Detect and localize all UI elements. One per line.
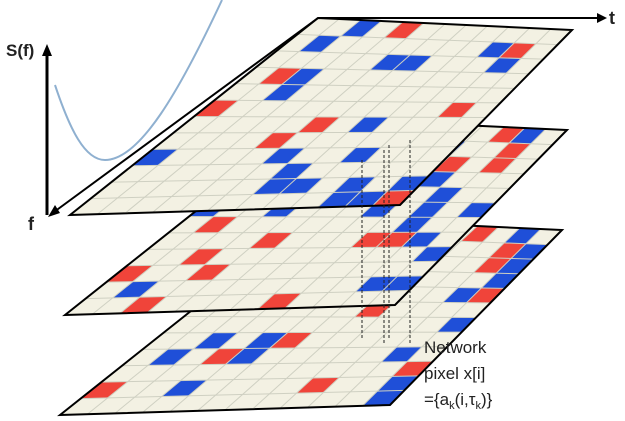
formula-part: ={a — [424, 390, 450, 409]
f-arrow — [48, 205, 60, 217]
annotation-line: Network — [424, 338, 487, 357]
diagram: S(f) f t Network pixel x[i] ={ak(i,τk)} — [0, 0, 625, 421]
time-arrow — [597, 13, 607, 23]
formula-part: )} — [481, 390, 493, 409]
x-label: f — [28, 214, 35, 234]
annotation-formula: ={ak(i,τk)} — [424, 390, 493, 412]
time-label: t — [609, 8, 615, 28]
y-label: S(f) — [6, 41, 34, 60]
formula-part: (i,τ — [455, 390, 476, 409]
y-arrow — [42, 44, 52, 56]
annotation-line: pixel x[i] — [424, 364, 485, 383]
layers — [60, 18, 572, 415]
